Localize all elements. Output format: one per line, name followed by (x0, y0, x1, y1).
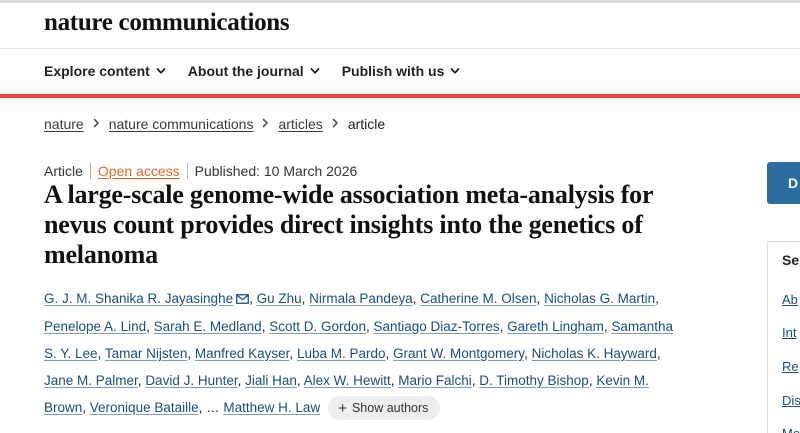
section-link-abstract[interactable]: Ab (782, 292, 798, 307)
author-link[interactable]: Penelope A. Lind (44, 319, 147, 334)
sections-panel: Se Ab Int Re Dis Me (767, 241, 800, 433)
published-date: Published: 10 March 2026 (194, 163, 358, 179)
breadcrumb-current: article (347, 116, 386, 132)
article-meta: Article Open access Published: 10 March … (44, 163, 357, 179)
author-separator: , (655, 291, 659, 306)
nav-publish-with-us[interactable]: Publish with us (342, 63, 461, 79)
author-link[interactable]: Grant W. Montgomery (393, 346, 525, 361)
author-link[interactable]: Nicholas G. Martin (544, 291, 656, 306)
show-authors-label: Show authors (351, 401, 429, 416)
author-link[interactable]: Scott D. Gordon (269, 319, 366, 334)
download-pdf-label: D (788, 175, 799, 191)
main-nav: Explore content About the journal Publis… (44, 63, 460, 79)
author-link[interactable]: Luba M. Pardo (296, 346, 386, 361)
author-separator: , (97, 346, 105, 361)
top-border (0, 0, 800, 3)
author-link[interactable]: D. Timothy Bishop (479, 373, 589, 388)
chevron-right-icon (262, 117, 269, 131)
sections-heading: Se (782, 252, 800, 268)
author-separator: , (301, 291, 310, 306)
nav-item-label: Explore content (44, 63, 150, 79)
show-authors-button[interactable]: + Show authors (328, 396, 441, 421)
envelope-icon[interactable] (236, 286, 249, 313)
author-list: G. J. M. Shanika R. Jayasinghe, Gu Zhu, … (44, 285, 684, 421)
author-separator: , (390, 373, 399, 388)
section-link-methods[interactable]: Me (782, 426, 800, 433)
author-separator: , (146, 319, 154, 334)
plus-icon: + (338, 399, 347, 417)
author-link[interactable]: Sarah E. Medland (153, 319, 262, 334)
author-link[interactable]: Matthew H. Law (223, 400, 321, 415)
nav-item-label: Publish with us (341, 63, 445, 79)
section-link-introduction[interactable]: Int (782, 325, 797, 340)
author-link[interactable]: Jiali Han (245, 373, 297, 388)
journal-logo[interactable]: nature communications (44, 9, 290, 36)
chevron-right-icon (332, 117, 339, 131)
breadcrumb-articles[interactable]: articles (278, 116, 323, 132)
chevron-down-icon (450, 66, 460, 76)
author-separator: , (249, 291, 257, 306)
section-link-discussion[interactable]: Dis (782, 393, 800, 408)
author-separator: , (366, 319, 374, 334)
author-link[interactable]: Samantha S. Y. Lee (44, 319, 673, 361)
author-link[interactable]: Gu Zhu (256, 291, 302, 306)
article-type: Article (44, 163, 91, 179)
nav-item-label: About the journal (187, 63, 304, 79)
author-separator: , (385, 346, 394, 361)
author-link[interactable]: Gareth Lingham (507, 319, 604, 334)
author-separator: , (412, 291, 421, 306)
nav-explore-content[interactable]: Explore content (44, 63, 166, 79)
author-separator: , (524, 346, 532, 361)
author-separator: , (471, 373, 480, 388)
author-separator: , (137, 373, 146, 388)
author-separator: , (198, 400, 207, 415)
section-link-results[interactable]: Re (782, 359, 799, 374)
author-link[interactable]: Manfred Kayser (194, 346, 290, 361)
breadcrumb-nature-communications[interactable]: nature communications (108, 116, 254, 132)
chevron-down-icon (310, 66, 320, 76)
author-link[interactable]: David J. Hunter (145, 373, 238, 388)
author-link[interactable]: Santiago Diaz-Torres (373, 319, 500, 334)
author-separator: , (187, 346, 195, 361)
author-separator: , (536, 291, 545, 306)
author-separator: , (261, 319, 270, 334)
author-link[interactable]: G. J. M. Shanika R. Jayasinghe (44, 291, 234, 306)
author-link[interactable]: Jane M. Palmer (44, 373, 138, 388)
author-link[interactable]: Veronique Bataille (89, 400, 199, 415)
author-separator: , (603, 319, 612, 334)
breadcrumb: nature nature communications articles ar… (44, 116, 385, 132)
author-link[interactable]: Nirmala Pandeya (309, 291, 413, 306)
accent-bar (0, 94, 800, 98)
chevron-down-icon (156, 66, 166, 76)
header-divider (0, 48, 800, 49)
author-link[interactable]: Alex W. Hewitt (303, 373, 391, 388)
author-link[interactable]: Tamar Nijsten (104, 346, 188, 361)
breadcrumb-nature[interactable]: nature (44, 116, 84, 132)
author-separator: , (289, 346, 297, 361)
chevron-right-icon (93, 117, 100, 131)
author-link[interactable]: Kevin M. Brown (44, 373, 649, 415)
open-access-link[interactable]: Open access (91, 163, 188, 179)
author-separator: , (499, 319, 508, 334)
article-title: A large-scale genome-wide association me… (44, 180, 653, 269)
author-separator: , (296, 373, 304, 388)
download-pdf-button[interactable]: D (767, 162, 800, 204)
author-separator: , (588, 373, 597, 388)
author-link[interactable]: Nicholas K. Hayward (531, 346, 657, 361)
nav-about-the-journal[interactable]: About the journal (188, 63, 320, 79)
author-separator: , (82, 400, 90, 415)
author-ellipsis: … (206, 400, 220, 415)
author-separator: , (656, 346, 661, 361)
author-separator: , (237, 373, 246, 388)
author-link[interactable]: Mario Falchi (398, 373, 472, 388)
author-link[interactable]: Catherine M. Olsen (420, 291, 537, 306)
